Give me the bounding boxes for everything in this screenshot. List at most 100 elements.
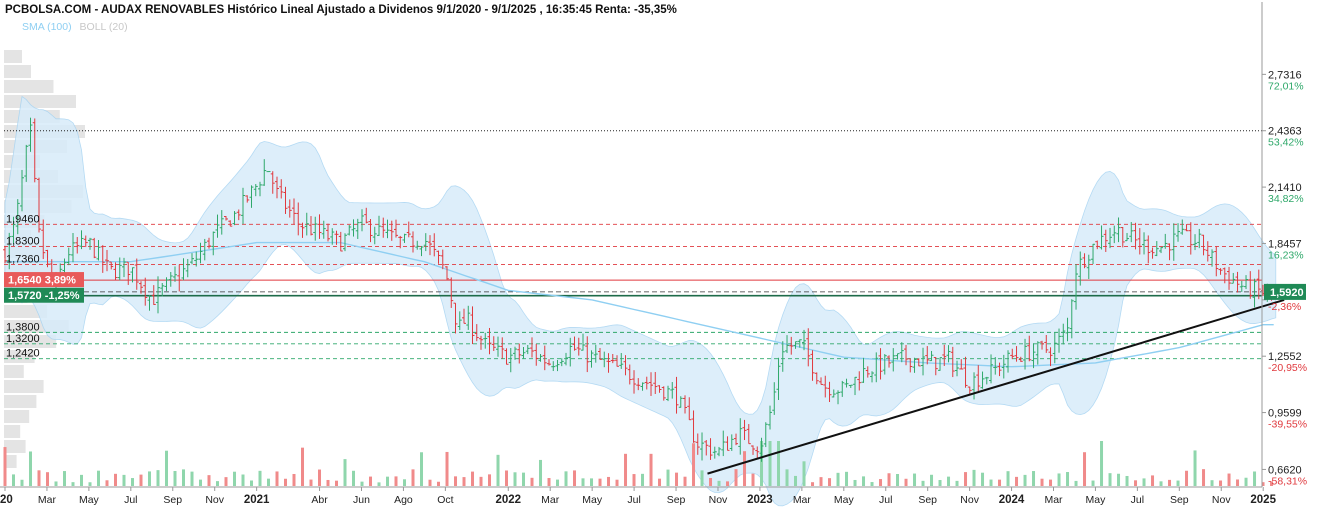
- level-label: 1,7360: [6, 253, 40, 265]
- volume-bar: [675, 473, 678, 486]
- x-tick-label: Nov: [1212, 494, 1231, 506]
- volume-bar: [216, 481, 219, 486]
- volume-bar: [735, 469, 738, 486]
- volume-bar: [437, 482, 440, 486]
- volume-bar: [1219, 481, 1222, 486]
- volume-bar: [939, 480, 942, 486]
- x-tick-label: Mar: [541, 494, 560, 506]
- volume-bar: [335, 481, 338, 486]
- volume-bar: [599, 479, 602, 486]
- volume-bar: [123, 475, 126, 486]
- volume-bar: [55, 481, 58, 486]
- volume-bar: [1032, 471, 1035, 486]
- volume-bar: [165, 451, 168, 486]
- volume-bar: [922, 481, 925, 486]
- volume-bar: [624, 454, 627, 486]
- x-tick-label: Jul: [1131, 494, 1144, 506]
- volume-bar: [1177, 481, 1180, 486]
- volume-bar: [310, 480, 313, 486]
- x-tick-label: Jul: [879, 494, 892, 506]
- volume-bar: [531, 478, 534, 486]
- volume-bar: [854, 480, 857, 486]
- y-tick-pct-label: 72,01%: [1268, 80, 1304, 92]
- volume-bar: [1143, 478, 1146, 486]
- volume-bar: [964, 472, 967, 486]
- volume-bar: [556, 480, 559, 486]
- volume-bar: [607, 477, 610, 486]
- volume-bar: [743, 451, 746, 486]
- volume-bar: [718, 481, 721, 486]
- volume-bar: [12, 474, 15, 486]
- volume-profile-bar: [4, 95, 76, 108]
- volume-bar: [480, 477, 483, 486]
- volume-bar: [981, 473, 984, 486]
- volume-bar: [148, 471, 151, 486]
- volume-bar: [1117, 474, 1120, 486]
- volume-bar: [1236, 479, 1239, 486]
- volume-bar: [395, 476, 398, 486]
- chart-title: PCBOLSA.COM - AUDAX RENOVABLES Histórico…: [5, 4, 677, 16]
- volume-bar: [225, 477, 228, 486]
- volume-bar: [1134, 480, 1137, 486]
- volume-bar: [1109, 473, 1112, 486]
- volume-bar: [548, 478, 551, 486]
- volume-bar: [46, 472, 49, 486]
- volume-bar: [650, 454, 653, 486]
- legend-boll[interactable]: BOLL (20): [80, 21, 128, 33]
- volume-bar: [301, 448, 304, 486]
- price-badge-label: 1,6540 3,89%: [8, 275, 76, 287]
- volume-profile-bar: [4, 410, 29, 423]
- volume-bar: [471, 472, 474, 486]
- volume-bar: [114, 474, 117, 486]
- volume-bar: [947, 477, 950, 486]
- level-label: 1,3200: [6, 333, 40, 345]
- volume-bar: [905, 479, 908, 486]
- volume-bar: [565, 471, 568, 486]
- volume-profile-bar: [4, 65, 31, 78]
- volume-bar: [845, 472, 848, 486]
- volume-bar: [1015, 477, 1018, 486]
- volume-bar: [1160, 481, 1163, 486]
- x-tick-label: 2023: [747, 494, 773, 506]
- volume-bar: [182, 469, 185, 486]
- volume-bar: [1083, 452, 1086, 486]
- volume-bar: [276, 471, 279, 486]
- volume-bar: [1075, 481, 1078, 486]
- volume-bar: [777, 441, 780, 486]
- x-tick-label: Sep: [918, 494, 937, 506]
- volume-bar: [29, 451, 32, 486]
- volume-bar: [140, 475, 143, 486]
- volume-profile-bar: [4, 380, 44, 393]
- legend-sma[interactable]: SMA (100): [22, 21, 72, 33]
- volume-bar: [769, 441, 772, 486]
- volume-bar: [1007, 471, 1010, 486]
- volume-bar: [1151, 475, 1154, 486]
- x-tick-label: Jul: [124, 494, 137, 506]
- volume-bar: [293, 474, 296, 486]
- volume-bar: [1041, 479, 1044, 486]
- volume-bar: [930, 475, 933, 486]
- volume-bar: [378, 482, 381, 486]
- volume-bar: [667, 470, 670, 486]
- volume-bar: [1066, 472, 1069, 486]
- x-tick-label: Abr: [311, 494, 328, 506]
- x-tick-label: 2022: [495, 494, 521, 506]
- volume-bar: [1245, 478, 1248, 486]
- volume-bar: [318, 470, 321, 486]
- x-tick-label: Nov: [709, 494, 728, 506]
- volume-bar: [1194, 450, 1197, 486]
- x-tick-label: Ago: [394, 494, 413, 506]
- volume-bar: [21, 480, 24, 486]
- x-tick-label: Jun: [353, 494, 370, 506]
- volume-bar: [97, 471, 100, 486]
- x-tick-label: May: [79, 494, 100, 506]
- volume-bar: [131, 478, 134, 486]
- volume-bar: [463, 477, 466, 486]
- x-tick-label: Jul: [627, 494, 640, 506]
- y-tick-pct-label: 16,23%: [1268, 249, 1304, 261]
- volume-bar: [658, 479, 661, 486]
- volume-bar: [327, 480, 330, 486]
- volume-bar: [208, 475, 211, 486]
- volume-bar: [403, 479, 406, 486]
- volume-profile-bar: [4, 440, 26, 453]
